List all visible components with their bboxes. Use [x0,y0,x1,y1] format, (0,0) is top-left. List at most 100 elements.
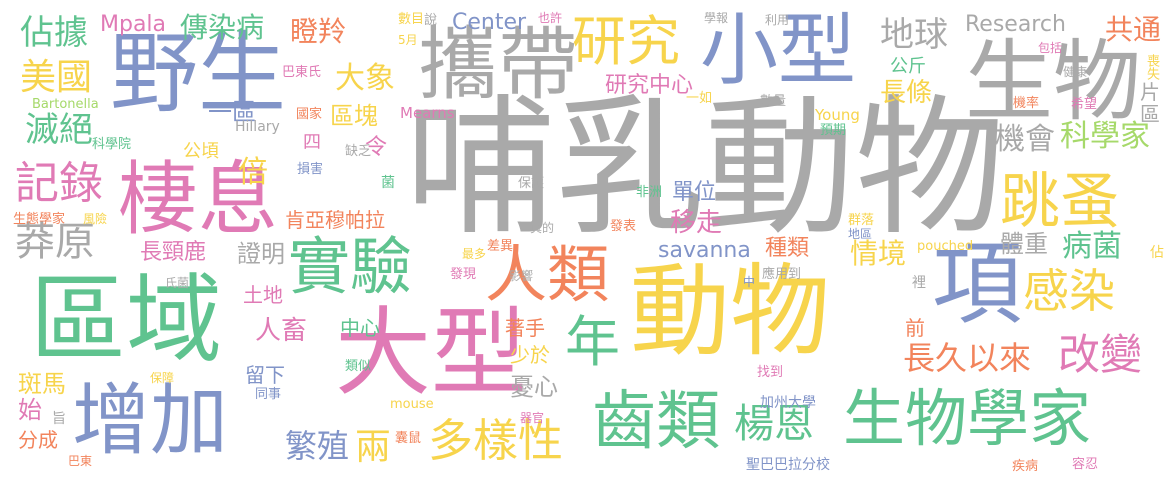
word-始: 始 [18,396,42,424]
word-應用到: 應用到 [762,267,802,282]
word-加州大學: 加州大學 [760,395,816,411]
word-地球: 地球 [880,15,948,55]
word-Mpala: Mpala [100,12,167,37]
word-區域: 區域 [30,264,222,376]
word-單位: 單位 [672,180,717,205]
word-齒類: 齒類 [592,385,720,459]
word-佔: 佔 [1150,245,1164,261]
word-長久以來: 長久以來 [903,339,1032,377]
word-健康: 健康 [1063,65,1088,79]
word-著手: 著手 [505,316,545,340]
word-區塊: 區塊 [330,102,378,130]
word-留下: 留下 [245,363,285,387]
word-憂心: 憂心 [510,373,558,401]
word-利用: 利用 [765,13,790,27]
word-佔據: 佔據 [20,13,88,53]
word-莽原: 莽原 [15,219,95,265]
word-跳蚤: 跳蚤 [1000,167,1120,237]
word-Bartonella: Bartonella [32,97,99,112]
word-一區: 一區 [208,98,256,126]
word-美國: 美國 [20,57,93,98]
word-機率: 機率 [1013,96,1040,111]
word-pouched: pouched [917,239,974,254]
word-人畜: 人畜 [255,316,308,346]
word-共通: 共通 [1105,13,1162,46]
word-囊鼠: 囊鼠 [395,431,422,446]
word-人類: 人類 [485,238,610,311]
word-學報: 學報 [704,11,729,25]
word-旨: 旨 [52,411,66,427]
word-保障: 保障 [150,371,175,385]
word-國家: 國家 [296,107,323,122]
word-項: 項 [932,232,1022,337]
word-兩: 兩 [355,427,392,468]
word-大象: 大象 [335,61,395,96]
word-少於: 少於 [510,343,550,367]
word-滅絕: 滅絕 [25,110,93,150]
word-Mearns: Mearns [400,104,455,122]
word-差異: 差異 [487,239,514,254]
word-研究中心: 研究中心 [605,73,694,98]
word-也許: 也許 [538,11,563,25]
word-影響: 影響 [509,269,534,283]
word-楊恩: 楊恩 [734,401,814,447]
word-預期: 預期 [820,123,847,138]
word-記錄: 記錄 [15,158,103,209]
word-長條: 長條 [880,78,933,108]
word-病菌: 病菌 [1062,229,1122,264]
word-真的: 真的 [530,221,555,235]
word-瞪羚: 瞪羚 [290,15,347,48]
word-喪失: 喪失 [1144,54,1159,80]
word-巴東氏: 巴東氏 [282,65,322,80]
word-器官: 器官 [520,411,545,425]
word-發現: 發現 [450,267,477,282]
word-實驗: 實驗 [288,230,413,303]
word-體重: 體重 [1000,230,1048,258]
word-希望: 希望 [1071,97,1098,112]
word-分成: 分成 [18,428,58,452]
word-數目: 數目 [398,12,425,27]
word-包括: 包括 [1038,41,1063,55]
word-風險: 風險 [83,212,108,226]
word-mouse: mouse [390,397,434,412]
word-缺乏: 缺乏 [345,144,372,159]
word-生物: 生物 [965,30,1142,133]
word-證明: 證明 [237,240,285,268]
word-Research: Research [965,12,1066,37]
word-savanna: savanna [658,238,751,263]
word-地區: 地區 [848,227,873,241]
word-公斤: 公斤 [890,56,926,77]
word-令: 令 [365,135,388,160]
word-研究: 研究 [572,10,680,73]
word-四: 四 [303,132,321,153]
word-科學院: 科學院 [92,137,132,152]
word-斑馬: 斑馬 [18,370,66,398]
word-群落: 群落 [848,213,875,228]
word-肯亞穆帕拉: 肯亞穆帕拉 [285,208,385,232]
word-傳染病: 傳染病 [180,11,265,44]
word-移走: 移走 [670,208,723,238]
word-裡: 裡 [912,275,926,291]
word-倍: 倍 [238,155,268,190]
word-土地: 土地 [243,283,283,307]
word-機會: 機會 [995,122,1055,157]
word-區: 區 [1140,102,1160,126]
word-年: 年 [565,310,621,374]
word-數量: 數量 [760,94,787,109]
word-前: 前 [905,316,925,340]
word-發表: 發表 [610,219,637,234]
word-一如: 一如 [686,91,713,106]
word-Hillary: Hillary [235,119,280,135]
word-情境: 情境 [850,237,907,270]
word-說: 說 [424,13,438,28]
word-5月: 5月 [398,33,418,47]
word-繁殖: 繁殖 [285,427,350,465]
word-生態學家: 生態學家 [13,212,66,227]
word-多樣性: 多樣性 [428,414,564,467]
word-片: 片 [1140,80,1160,104]
word-疾病: 疾病 [1012,459,1039,474]
word-容忍: 容忍 [1072,457,1099,472]
word-動物: 動物 [630,253,830,370]
word-科學家: 科學家 [1060,119,1150,154]
